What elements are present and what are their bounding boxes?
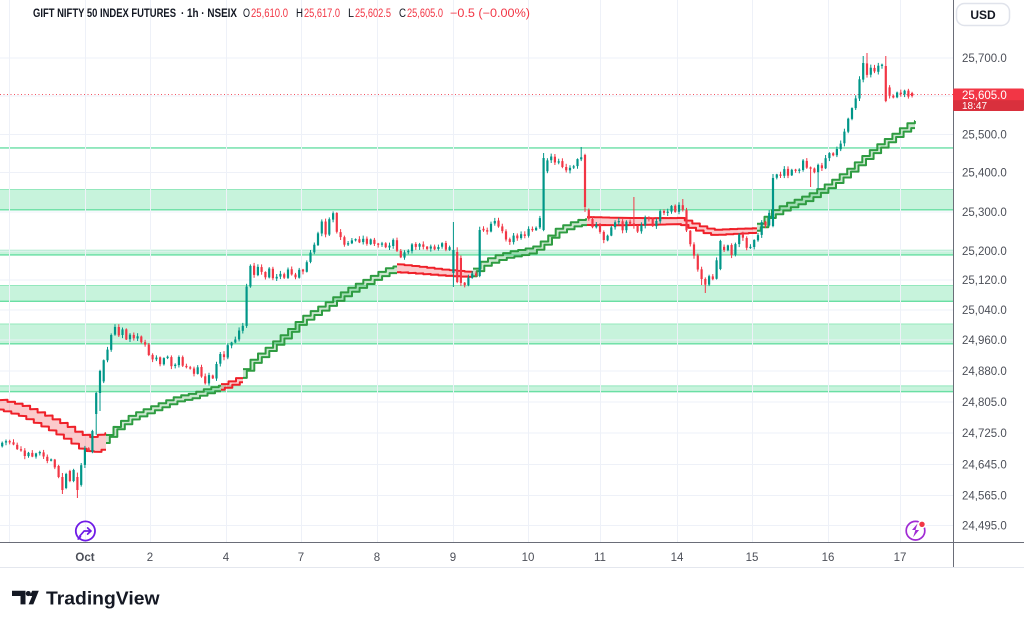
svg-text:Oct: Oct <box>75 552 94 564</box>
svg-text:C: C <box>399 8 406 20</box>
svg-text:24,725.0: 24,725.0 <box>962 428 1007 440</box>
svg-text:24,565.0: 24,565.0 <box>962 491 1007 503</box>
svg-text:TradingView: TradingView <box>46 588 160 609</box>
svg-text:25,500.0: 25,500.0 <box>962 130 1007 142</box>
svg-text:24,805.0: 24,805.0 <box>962 397 1007 409</box>
svg-text:25,200.0: 25,200.0 <box>962 246 1007 258</box>
svg-text:25,617.0: 25,617.0 <box>304 8 340 20</box>
svg-text:11: 11 <box>594 552 606 564</box>
svg-text:· 1h · NSEIX: · 1h · NSEIX <box>181 8 237 20</box>
svg-text:25,602.5: 25,602.5 <box>355 8 391 20</box>
svg-text:25,700.0: 25,700.0 <box>962 53 1007 65</box>
svg-text:24,880.0: 24,880.0 <box>962 366 1007 378</box>
svg-text:25,300.0: 25,300.0 <box>962 207 1007 219</box>
svg-text:10: 10 <box>522 552 535 564</box>
svg-text:25,120.0: 25,120.0 <box>962 275 1007 287</box>
svg-text:H: H <box>296 8 303 20</box>
svg-text:8: 8 <box>374 552 380 564</box>
svg-text:18:47: 18:47 <box>962 101 987 112</box>
svg-text:25,610.0: 25,610.0 <box>251 8 288 20</box>
svg-text:−0.5 (−0.00%): −0.5 (−0.00%) <box>450 8 530 20</box>
svg-text:25,605.0: 25,605.0 <box>962 90 1007 102</box>
svg-text:7: 7 <box>298 552 304 564</box>
svg-text:17: 17 <box>894 552 907 564</box>
svg-text:9: 9 <box>450 552 456 564</box>
svg-text:O: O <box>243 8 250 20</box>
svg-text:GIFT NIFTY 50 INDEX FUTURES: GIFT NIFTY 50 INDEX FUTURES <box>33 8 176 20</box>
svg-text:24,495.0: 24,495.0 <box>962 521 1007 533</box>
svg-text:24,960.0: 24,960.0 <box>962 335 1007 347</box>
svg-text:L: L <box>348 8 355 20</box>
svg-text:16: 16 <box>822 552 835 564</box>
svg-text:14: 14 <box>671 552 684 564</box>
svg-text:USD: USD <box>970 8 996 22</box>
svg-text:25,040.0: 25,040.0 <box>962 305 1007 317</box>
svg-text:25,400.0: 25,400.0 <box>962 168 1007 180</box>
svg-text:2: 2 <box>147 552 153 564</box>
svg-text:25,605.0: 25,605.0 <box>407 8 443 20</box>
svg-text:4: 4 <box>223 552 230 564</box>
svg-text:24,645.0: 24,645.0 <box>962 460 1007 472</box>
svg-text:15: 15 <box>746 552 759 564</box>
